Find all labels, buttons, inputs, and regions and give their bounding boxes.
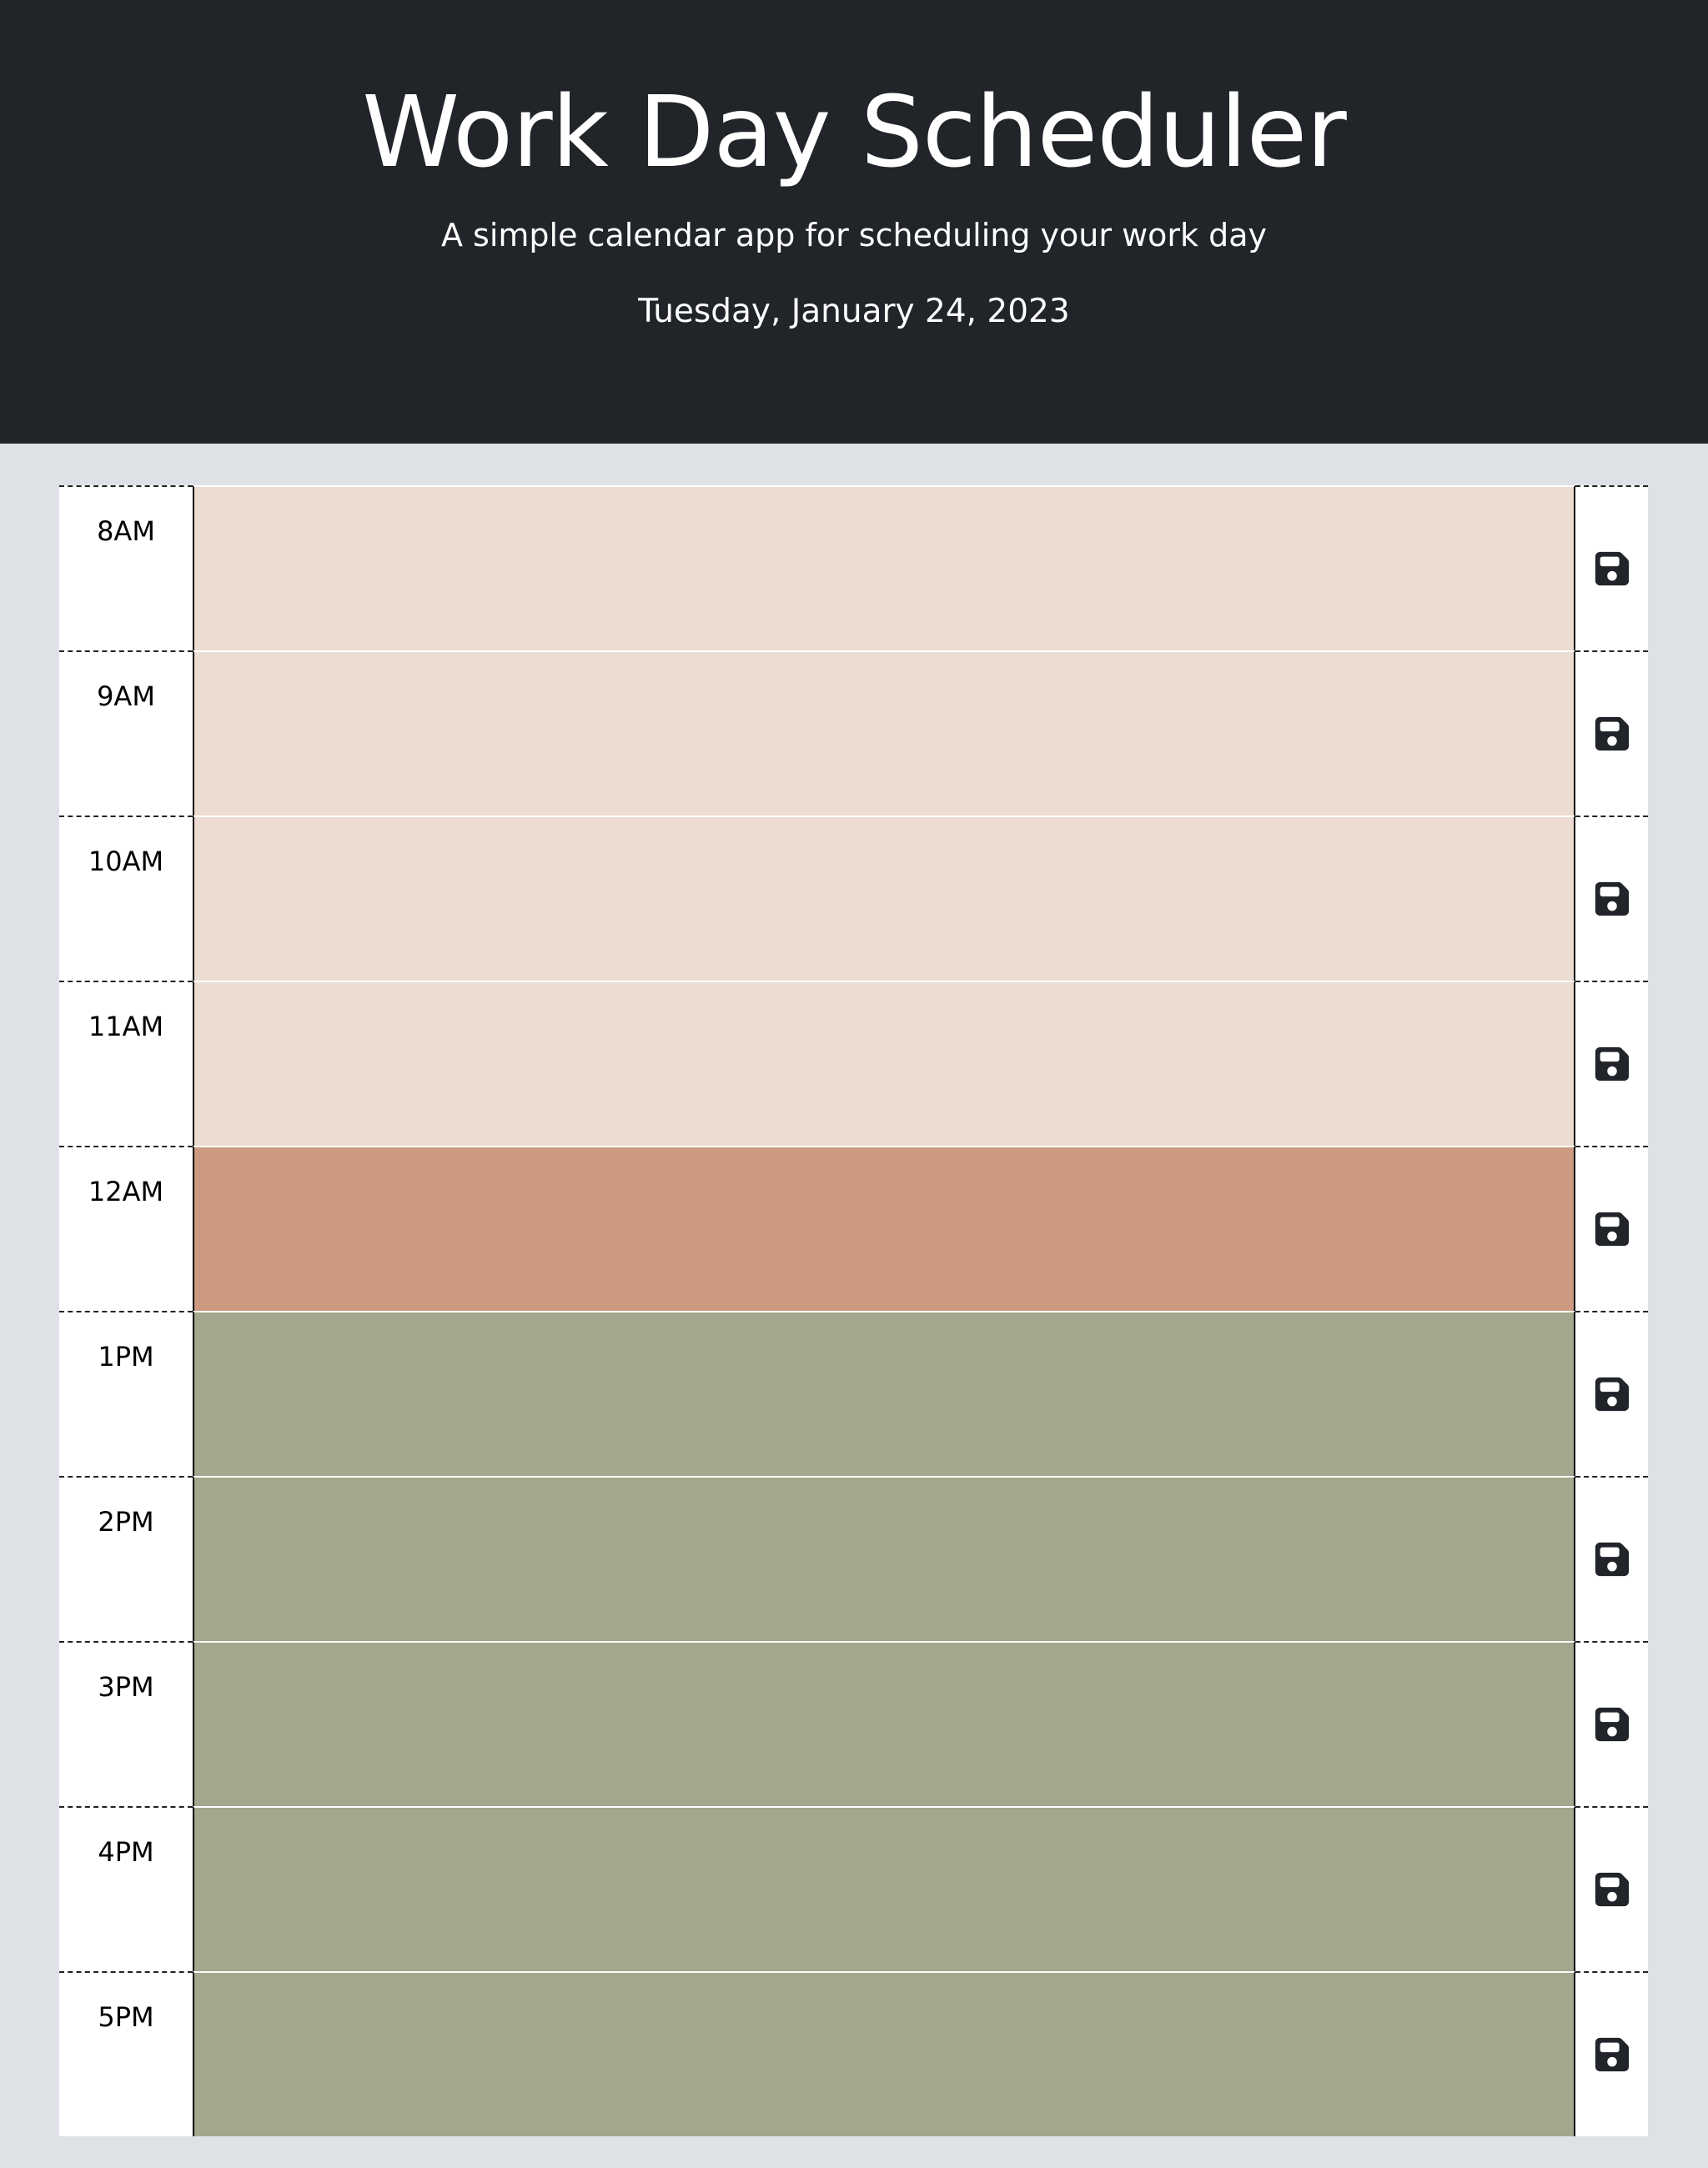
- event-description-input[interactable]: [193, 816, 1575, 981]
- time-block-list: 8AM 9AM 10AM 11AM 12AM 1PM 2PM 3PM 4PM 5PM: [59, 485, 1648, 2136]
- page-title: Work Day Scheduler: [362, 74, 1347, 189]
- time-block-row: 12AM: [59, 1146, 1648, 1311]
- event-description-input[interactable]: [193, 1311, 1575, 1476]
- hour-label: 1PM: [59, 1311, 193, 1476]
- save-button[interactable]: [1575, 1971, 1648, 2136]
- time-block-row: 11AM: [59, 981, 1648, 1146]
- page-subtitle: A simple calendar app for scheduling you…: [440, 217, 1268, 253]
- save-button[interactable]: [1575, 485, 1648, 650]
- event-description-input[interactable]: [193, 485, 1575, 650]
- time-block-row: 2PM: [59, 1476, 1648, 1641]
- save-button[interactable]: [1575, 1476, 1648, 1641]
- event-description-input[interactable]: [193, 1806, 1575, 1971]
- save-button[interactable]: [1575, 1311, 1648, 1476]
- save-button[interactable]: [1575, 1806, 1648, 1971]
- page-header: Work Day Scheduler A simple calendar app…: [0, 0, 1708, 444]
- event-description-input[interactable]: [193, 1971, 1575, 2136]
- time-block-row: 1PM: [59, 1311, 1648, 1476]
- event-description-input[interactable]: [193, 1641, 1575, 1806]
- hour-label: 4PM: [59, 1806, 193, 1971]
- current-date: Tuesday, January 24, 2023: [638, 293, 1070, 330]
- time-block-row: 4PM: [59, 1806, 1648, 1971]
- time-block-row: 10AM: [59, 816, 1648, 981]
- time-block-row: 9AM: [59, 650, 1648, 816]
- time-block-row: 3PM: [59, 1641, 1648, 1806]
- save-button[interactable]: [1575, 981, 1648, 1146]
- hour-label: 8AM: [59, 485, 193, 650]
- event-description-input[interactable]: [193, 650, 1575, 816]
- save-button[interactable]: [1575, 650, 1648, 816]
- hour-label: 12AM: [59, 1146, 193, 1311]
- hour-label: 2PM: [59, 1476, 193, 1641]
- hour-label: 3PM: [59, 1641, 193, 1806]
- event-description-input[interactable]: [193, 1146, 1575, 1311]
- hour-label: 10AM: [59, 816, 193, 981]
- save-button[interactable]: [1575, 1641, 1648, 1806]
- save-button[interactable]: [1575, 816, 1648, 981]
- time-block-row: 5PM: [59, 1971, 1648, 2136]
- hour-label: 11AM: [59, 981, 193, 1146]
- time-block-row: 8AM: [59, 485, 1648, 650]
- event-description-input[interactable]: [193, 1476, 1575, 1641]
- event-description-input[interactable]: [193, 981, 1575, 1146]
- save-button[interactable]: [1575, 1146, 1648, 1311]
- hour-label: 9AM: [59, 650, 193, 816]
- hour-label: 5PM: [59, 1971, 193, 2136]
